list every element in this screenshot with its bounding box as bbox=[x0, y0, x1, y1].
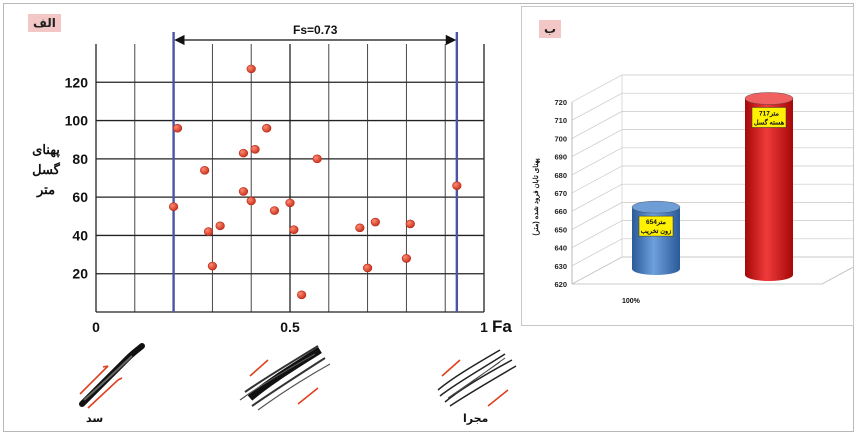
y-tick-label: 100 bbox=[65, 113, 89, 129]
y-tick-label: 40 bbox=[72, 227, 88, 243]
data-point bbox=[238, 187, 249, 196]
y-axis-label-line-1: پهنای bbox=[32, 142, 60, 158]
x-tick-label: 1 bbox=[480, 319, 488, 335]
data-point bbox=[285, 198, 295, 208]
bar-gridline bbox=[571, 165, 858, 194]
data-point bbox=[172, 123, 183, 133]
data-point bbox=[200, 166, 210, 175]
cylinder-label-box bbox=[751, 107, 787, 128]
scatter-chart: 20 40 60 80 100 120 0 0.5 1 Fs=0.73 Fa پهنای گسل… bbox=[32, 23, 512, 336]
bar-y-tick-label: 650 bbox=[554, 225, 567, 234]
cylinder-value-label: زون تخریب bbox=[641, 228, 673, 235]
x-axis-label: Fa bbox=[492, 317, 512, 336]
data-point bbox=[269, 206, 280, 215]
data-point bbox=[370, 217, 380, 227]
conduit-fault-sketch bbox=[437, 349, 517, 407]
bar-gridline bbox=[571, 111, 858, 139]
cylinder-chart: 620 630 640 650 660 670 680 690 700 710 720 654متر… bbox=[532, 74, 858, 305]
x-tick-label: 0 bbox=[92, 319, 100, 335]
bar-gridline bbox=[571, 256, 858, 285]
bar-gridline bbox=[571, 220, 858, 248]
data-point bbox=[262, 123, 272, 133]
bar-y-tick-label: 690 bbox=[554, 153, 567, 162]
bar-gridline bbox=[571, 129, 858, 157]
data-point bbox=[401, 254, 412, 263]
bar-y-tick-label: 630 bbox=[554, 262, 567, 271]
data-point bbox=[246, 64, 256, 74]
y-tick-label: 80 bbox=[72, 151, 88, 167]
dam-fault-sketch bbox=[79, 343, 145, 409]
data-point bbox=[452, 181, 462, 190]
cylinder-panel: 620 630 640 650 660 670 680 690 700 710 720 654متر… bbox=[521, 6, 858, 326]
bar-gridline bbox=[571, 92, 858, 121]
data-point bbox=[238, 148, 249, 158]
cylinder-value-label: هسته گسل bbox=[754, 117, 785, 126]
cylinder-body bbox=[745, 98, 793, 276]
bar-gridline bbox=[571, 147, 858, 176]
caption-conduit: مجرا bbox=[463, 412, 489, 425]
data-point bbox=[363, 263, 373, 273]
bar-y-tick-label: 620 bbox=[554, 280, 567, 289]
y-axis-label-line-3: متر bbox=[36, 182, 55, 198]
data-point bbox=[297, 290, 307, 300]
cylinder-base bbox=[745, 269, 793, 281]
cylinder-base bbox=[632, 263, 680, 275]
bar-y-tick-label: 700 bbox=[554, 134, 567, 143]
data-point bbox=[169, 202, 179, 212]
data-point bbox=[289, 225, 299, 234]
caption-dam: سد bbox=[86, 412, 104, 425]
bar-y-tick-label: 680 bbox=[554, 171, 567, 180]
panel-a-tag: الف bbox=[28, 14, 61, 32]
bar-gridline bbox=[571, 238, 858, 267]
y-tick-label: 60 bbox=[72, 189, 88, 205]
bar-y-tick-label: 710 bbox=[554, 116, 567, 125]
scatter-panel: 20 40 60 80 100 120 0 0.5 1 Fs=0.73 Fa پهنای گسل… bbox=[6, 6, 518, 336]
bar-y-tick-label: 720 bbox=[554, 98, 567, 107]
fault-sketches bbox=[79, 343, 517, 411]
x-tick-label: 0.5 bbox=[280, 319, 300, 335]
y-axis-label-line-2: گسل bbox=[32, 161, 60, 177]
y-tick-label: 20 bbox=[72, 266, 88, 282]
data-point bbox=[312, 154, 322, 164]
y-tick-label: 120 bbox=[65, 74, 89, 90]
fs-label: Fs=0.73 bbox=[293, 23, 338, 37]
middle-fault-sketch bbox=[239, 345, 331, 411]
data-point bbox=[215, 221, 225, 231]
bar-y-tick-label: 640 bbox=[554, 244, 567, 253]
cylinder-top bbox=[631, 200, 681, 214]
cylinder-value-label: 717متر bbox=[759, 110, 779, 117]
data-point bbox=[207, 261, 217, 271]
bar-y-tick-label: 670 bbox=[554, 189, 567, 198]
panel-b-tag: ب bbox=[539, 20, 562, 38]
data-point bbox=[203, 227, 214, 236]
bar-y-tick-label: 660 bbox=[554, 207, 567, 216]
bar-gridline bbox=[571, 202, 858, 230]
data-point bbox=[355, 223, 365, 233]
cylinder-top bbox=[744, 92, 794, 105]
cylinder-y-axis-label: پهنای تابان فرود شده (متر) bbox=[532, 158, 541, 235]
cylinder-category-label: 100% bbox=[622, 298, 641, 305]
cylinder-value-label: 654متر bbox=[646, 219, 666, 226]
data-point bbox=[246, 196, 256, 206]
data-point bbox=[250, 144, 260, 154]
data-point bbox=[405, 219, 415, 229]
bar-gridline bbox=[571, 74, 858, 103]
cylinder-label-box bbox=[638, 215, 674, 237]
bar-gridline bbox=[571, 183, 858, 212]
